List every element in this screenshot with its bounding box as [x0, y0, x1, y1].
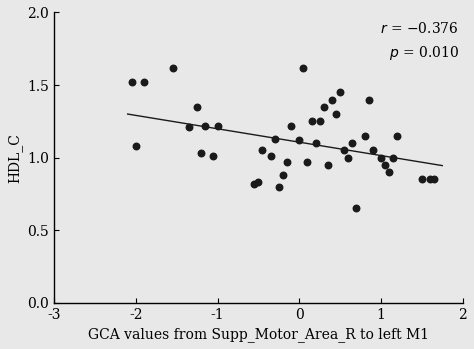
Point — [267, 153, 274, 159]
Point — [369, 148, 376, 153]
Point — [279, 172, 287, 178]
Point — [426, 177, 434, 182]
Point — [304, 159, 311, 165]
Point — [348, 140, 356, 146]
Point — [332, 111, 340, 117]
Point — [214, 123, 221, 128]
Y-axis label: HDL_C: HDL_C — [7, 133, 22, 183]
Point — [128, 79, 136, 85]
Point — [316, 119, 323, 124]
Point — [381, 162, 389, 168]
Text: $\mathit{r}$ = −0.376
$\mathit{p}$ = 0.010: $\mathit{r}$ = −0.376 $\mathit{p}$ = 0.0… — [380, 21, 458, 62]
Point — [255, 179, 262, 185]
Point — [275, 184, 283, 190]
Point — [132, 143, 140, 149]
Point — [210, 153, 217, 159]
Point — [418, 177, 426, 182]
Point — [377, 155, 385, 161]
Point — [324, 162, 332, 168]
Point — [320, 104, 328, 110]
Point — [390, 155, 397, 161]
Point — [287, 123, 295, 128]
Point — [185, 124, 193, 130]
Point — [300, 65, 307, 70]
Point — [430, 177, 438, 182]
Point — [295, 138, 303, 143]
Point — [259, 148, 266, 153]
Point — [337, 89, 344, 95]
Point — [283, 159, 291, 165]
Point — [197, 150, 205, 156]
Point — [361, 133, 368, 139]
Point — [385, 169, 393, 175]
X-axis label: GCA values from Supp_Motor_Area_R to left M1: GCA values from Supp_Motor_Area_R to lef… — [88, 327, 429, 342]
Point — [201, 123, 209, 128]
Point — [271, 136, 279, 142]
Point — [251, 181, 258, 186]
Point — [345, 155, 352, 161]
Point — [308, 119, 315, 124]
Point — [140, 79, 148, 85]
Point — [353, 206, 360, 211]
Point — [169, 65, 176, 70]
Point — [328, 97, 336, 102]
Point — [393, 133, 401, 139]
Point — [340, 148, 348, 153]
Point — [312, 140, 319, 146]
Point — [365, 97, 373, 102]
Point — [193, 104, 201, 110]
